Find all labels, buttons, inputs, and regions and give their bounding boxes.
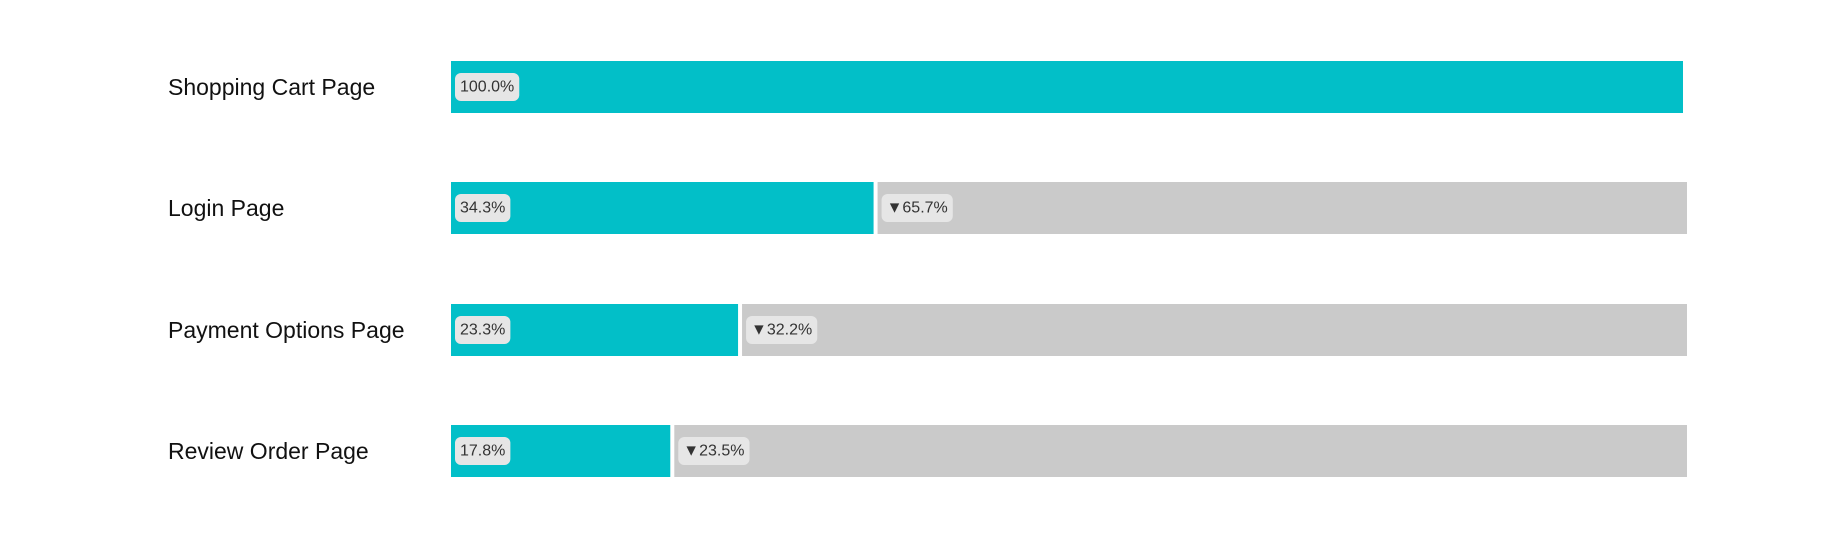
dropoff-label-3-bg [678, 437, 750, 465]
stage-label: Login Page [168, 195, 284, 221]
bar-0 [451, 61, 1683, 113]
value-label-0-pill: 100.0% [455, 73, 520, 101]
value-label-1-bg [455, 194, 511, 222]
dropoff-bar-2 [742, 304, 1687, 356]
value-label-0-text: 100.0% [460, 79, 514, 96]
value-label-2-bg [455, 316, 511, 344]
value-label-3-text: 17.8% [460, 443, 505, 460]
stage-label: Shopping Cart Page [168, 74, 375, 100]
dropoff-bar-3 [674, 425, 1687, 477]
bar-1 [451, 182, 874, 234]
dropoff-label-3-pill: ▼23.5% [678, 437, 750, 465]
value-label-3-bg [455, 437, 511, 465]
dropoff-bar-1 [877, 182, 1687, 234]
value-label-2-pill: 23.3% [455, 316, 511, 344]
value-label-3-pill: 17.8% [455, 437, 511, 465]
dropoff-label-2-text: ▼32.2% [751, 322, 812, 339]
value-label-1-pill: 34.3% [455, 194, 511, 222]
dropoff-label-1-text: ▼65.7% [887, 200, 948, 217]
value-label-1-text: 34.3% [460, 200, 505, 217]
dropoff-label-2-pill: ▼32.2% [746, 316, 818, 344]
dropoff-label-1-bg [881, 194, 953, 222]
value-label-0-bg [455, 73, 520, 101]
dropoff-label-3-text: ▼23.5% [683, 443, 744, 460]
dropoff-label-2-bg [746, 316, 818, 344]
value-label-2-text: 23.3% [460, 322, 505, 339]
stage-label: Review Order Page [168, 438, 369, 464]
stage-label: Payment Options Page [168, 317, 405, 343]
dropoff-label-1-pill: ▼65.7% [881, 194, 953, 222]
